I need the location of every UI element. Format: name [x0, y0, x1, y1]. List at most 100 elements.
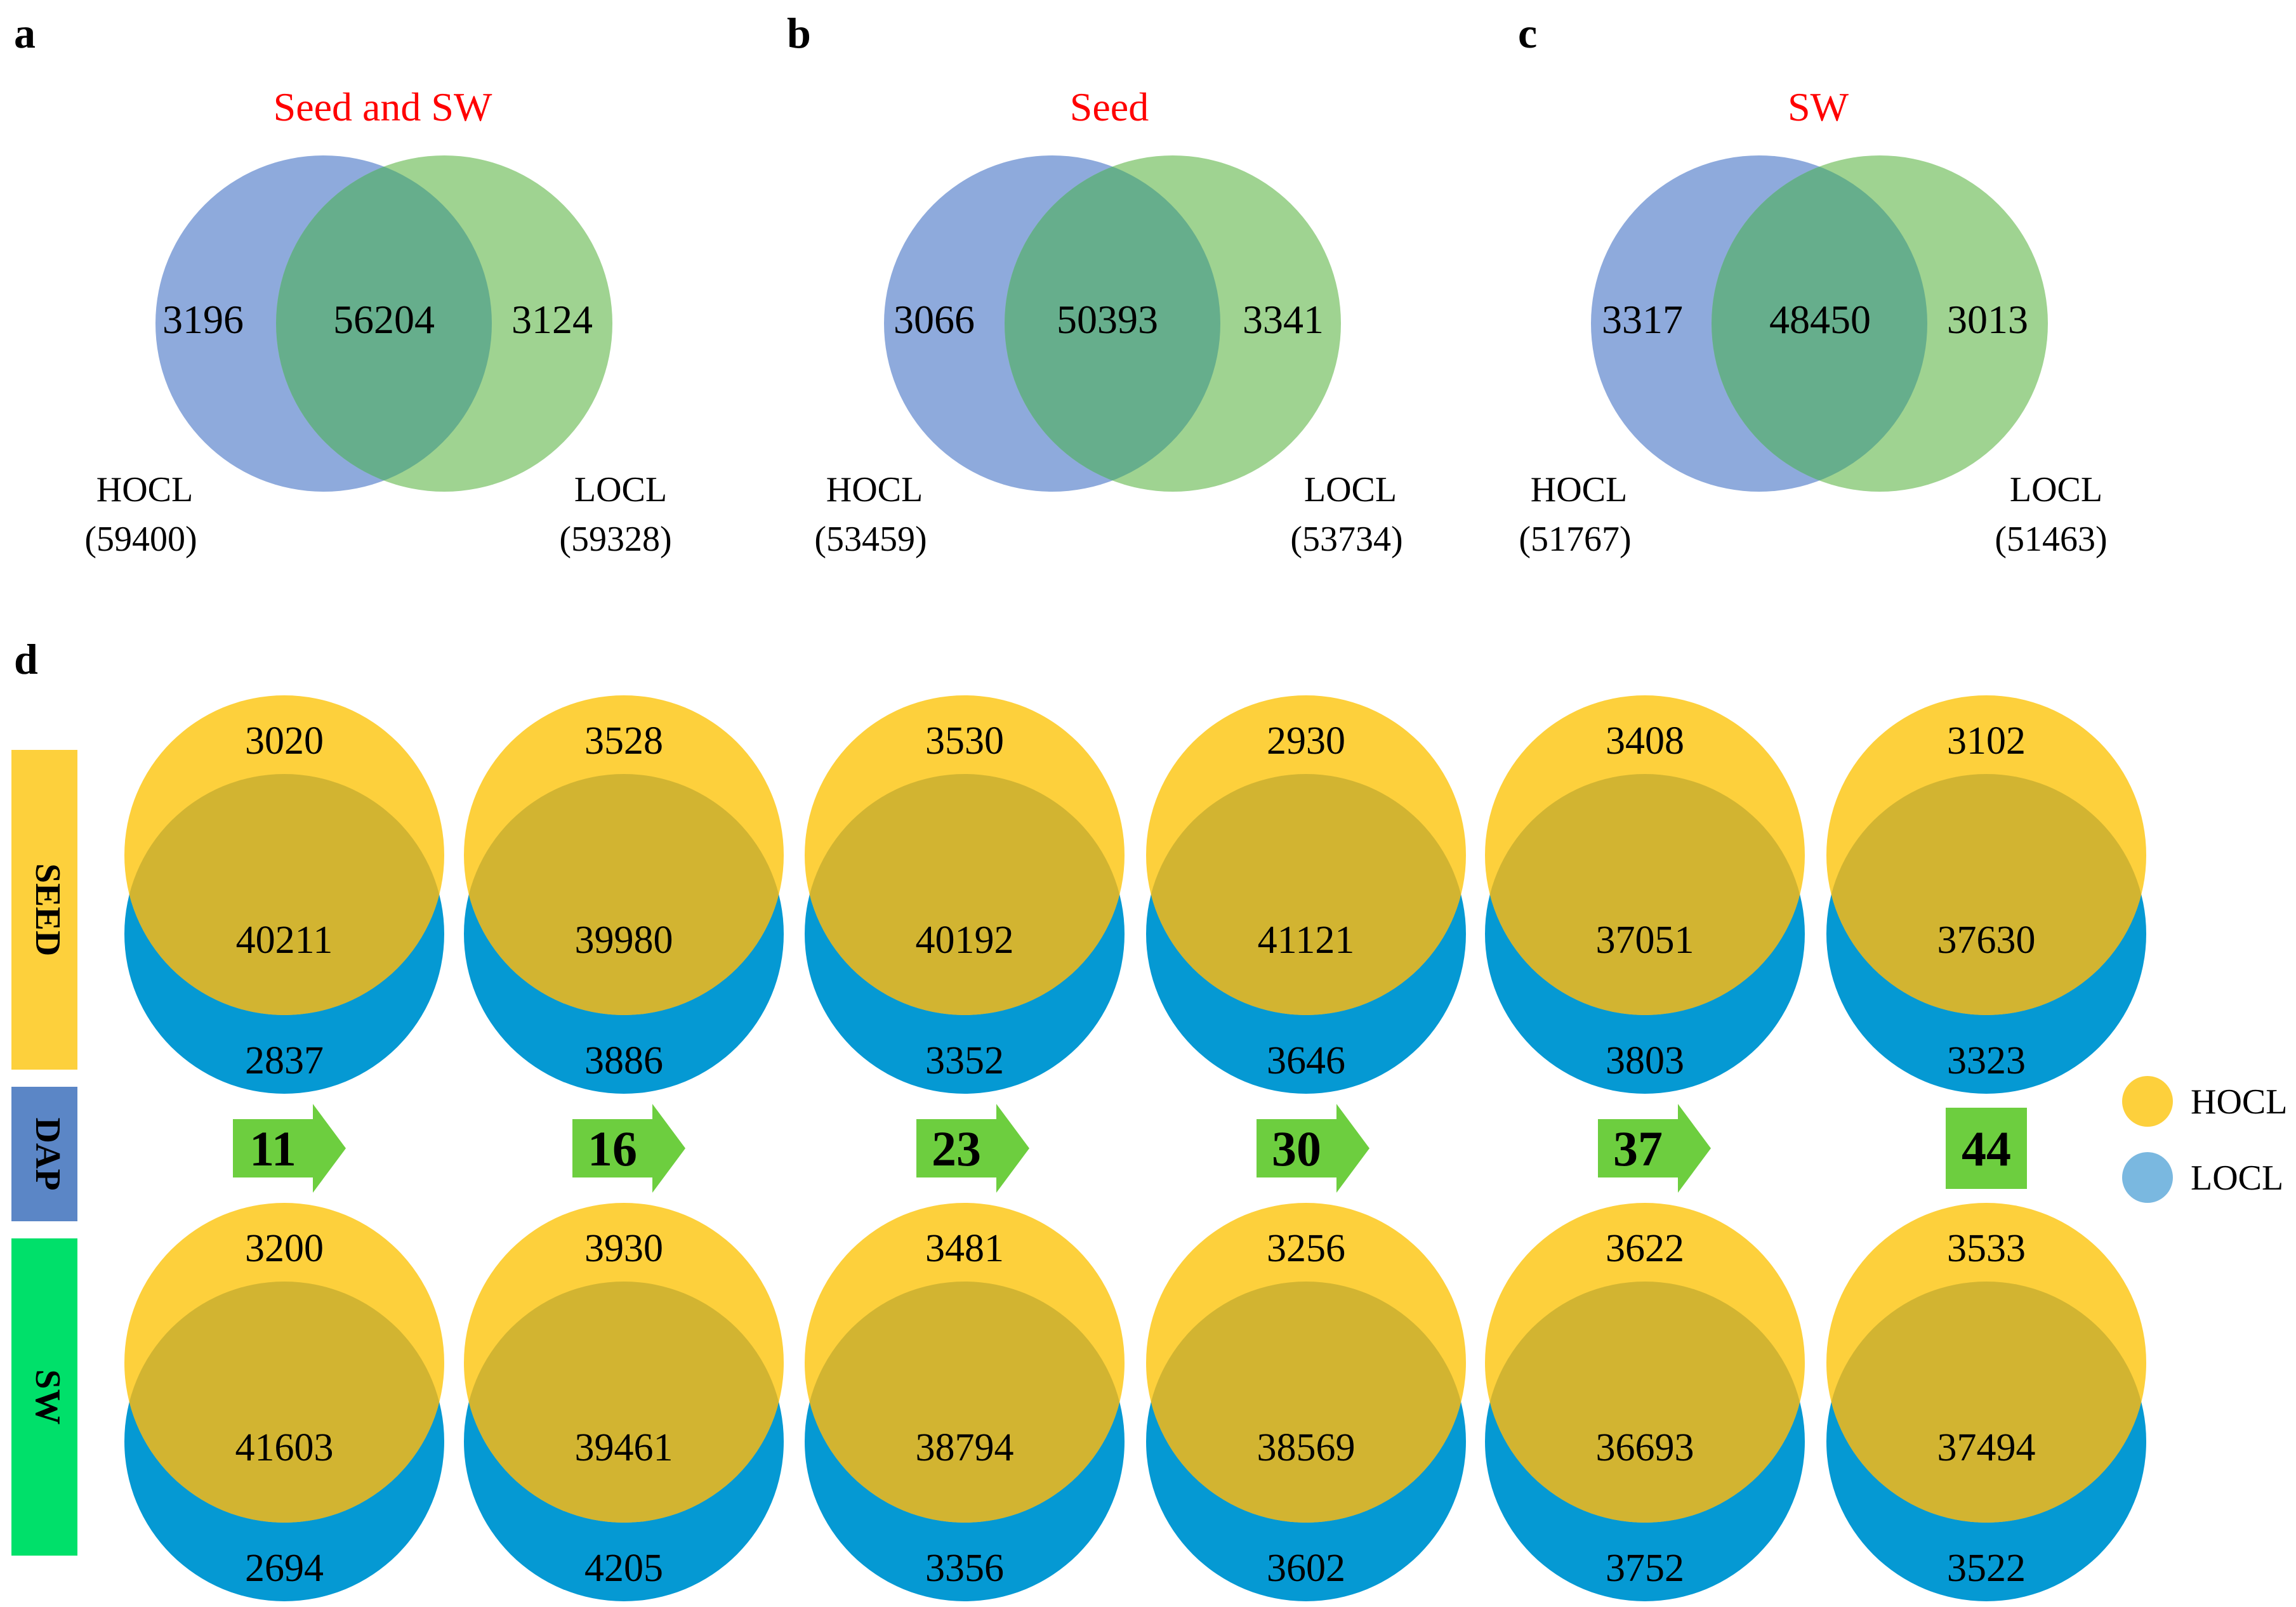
- hocl-only-count: 3020: [245, 719, 324, 763]
- hocl-only-count: 2930: [1267, 719, 1345, 763]
- overlap-count: 50393: [1057, 297, 1158, 342]
- hocl-label: HOCL: [826, 470, 923, 509]
- hocl-only-count: 3528: [584, 719, 663, 763]
- hocl-only-count: 3317: [1602, 297, 1683, 342]
- sw-venn-4: 3622 36693 3752: [1485, 1203, 1805, 1601]
- legend: HOCL LOCL: [2122, 1076, 2287, 1203]
- locl-only-count: 3886: [584, 1039, 663, 1082]
- panel-a: a Seed and SW 3196 56204 3124 HOCL (5940…: [14, 9, 672, 559]
- seed-venn-4: 3408 37051 3803: [1485, 695, 1805, 1094]
- dap-value: 16: [588, 1121, 637, 1176]
- panel-a-title: Seed and SW: [274, 84, 492, 129]
- dap-value: 11: [249, 1121, 296, 1176]
- locl-total: (51463): [1995, 520, 2107, 559]
- panel-d: d SEED DAP SW 3020 40211 2837 3528 39980 3886…: [11, 635, 2287, 1601]
- locl-only-count: 3013: [1947, 297, 2028, 342]
- sw-venn-5: 3533 37494 3522: [1826, 1203, 2146, 1601]
- hocl-only-count: 3930: [584, 1227, 663, 1270]
- dap-arrow-3: 30: [1257, 1104, 1369, 1193]
- seed-venn-row: 3020 40211 2837 3528 39980 3886 3530 40192 3352 2…: [124, 695, 2146, 1094]
- dap-value: 44: [1962, 1121, 2011, 1176]
- overlap-count: 37630: [1937, 919, 2036, 962]
- dap-row-bar: [11, 1087, 77, 1221]
- locl-total: (53734): [1290, 520, 1402, 559]
- legend-locl-label: LOCL: [2191, 1158, 2283, 1198]
- panel-letter-b: b: [787, 9, 811, 57]
- dap-arrow-0: 11: [233, 1104, 346, 1193]
- sw-venn-0: 3200 41603 2694: [124, 1203, 444, 1601]
- overlap-count: 48450: [1769, 297, 1871, 342]
- locl-only-count: 3341: [1243, 297, 1324, 342]
- overlap-count: 36693: [1596, 1426, 1694, 1469]
- hocl-only-count: 3196: [162, 297, 244, 342]
- hocl-only-count: 3533: [1947, 1227, 2026, 1270]
- overlap-count: 40192: [916, 919, 1014, 962]
- dap-value: 23: [932, 1121, 981, 1176]
- hocl-only-count: 3530: [925, 719, 1004, 763]
- seed-row-bar: [11, 750, 77, 1070]
- dap-arrow-5: 44: [1946, 1108, 2027, 1189]
- hocl-only-count: 3622: [1606, 1227, 1684, 1270]
- legend-hocl-swatch: [2122, 1076, 2173, 1127]
- legend-locl-swatch: [2122, 1152, 2173, 1203]
- seed-venn-5: 3102 37630 3323: [1826, 695, 2146, 1094]
- hocl-only-count: 3256: [1267, 1227, 1345, 1270]
- overlap-region: [1712, 155, 1927, 492]
- overlap-count: 37051: [1596, 919, 1694, 962]
- sw-row-label: SW: [28, 1369, 67, 1424]
- panel-c-title: SW: [1788, 84, 1849, 129]
- overlap-region: [276, 155, 492, 492]
- locl-only-count: 3522: [1947, 1547, 2026, 1590]
- sw-venn-1: 3930 39461 4205: [464, 1203, 784, 1601]
- hocl-label: HOCL: [96, 470, 193, 509]
- locl-only-count: 3602: [1267, 1547, 1345, 1590]
- dap-arrow-2: 23: [916, 1104, 1029, 1193]
- locl-only-count: 3124: [511, 297, 593, 342]
- locl-label: LOCL: [1304, 470, 1397, 509]
- locl-only-count: 2837: [245, 1039, 324, 1082]
- overlap-count: 37494: [1937, 1426, 2036, 1469]
- locl-label: LOCL: [574, 470, 667, 509]
- overlap-count: 56204: [333, 297, 435, 342]
- sw-venn-3: 3256 38569 3602: [1146, 1203, 1466, 1601]
- hocl-only-count: 3481: [925, 1227, 1004, 1270]
- arrow-shape: [916, 1104, 1029, 1193]
- overlap-count: 39461: [575, 1426, 673, 1469]
- overlap-count: 40211: [236, 919, 333, 962]
- legend-hocl-label: HOCL: [2191, 1082, 2287, 1122]
- arrow-shape: [233, 1104, 346, 1193]
- panel-letter-a: a: [14, 9, 36, 57]
- hocl-only-count: 3200: [245, 1227, 324, 1270]
- locl-only-count: 3352: [925, 1039, 1004, 1082]
- locl-only-count: 4205: [584, 1547, 663, 1590]
- hocl-only-count: 3408: [1606, 719, 1684, 763]
- panel-b: b Seed 3066 50393 3341 HOCL (53459) LOCL…: [787, 9, 1403, 559]
- arrow-shape: [572, 1104, 685, 1193]
- sw-venn-2: 3481 38794 3356: [805, 1203, 1125, 1601]
- hocl-only-count: 3102: [1947, 719, 2026, 763]
- seed-row-label: SEED: [28, 863, 67, 956]
- seed-venn-3: 2930 41121 3646: [1146, 695, 1466, 1094]
- arrow-box: [1946, 1108, 2027, 1189]
- overlap-region: [1005, 155, 1220, 492]
- hocl-only-count: 3066: [894, 297, 975, 342]
- seed-venn-2: 3530 40192 3352: [805, 695, 1125, 1094]
- overlap-count: 38794: [916, 1426, 1014, 1469]
- overlap-count: 41121: [1258, 919, 1355, 962]
- hocl-total: (51767): [1519, 520, 1631, 559]
- panel-letter-c: c: [1518, 9, 1537, 57]
- panel-b-title: Seed: [1070, 84, 1149, 129]
- dap-arrow-4: 37: [1598, 1104, 1711, 1193]
- dap-value: 30: [1272, 1121, 1321, 1176]
- locl-only-count: 2694: [245, 1547, 324, 1590]
- sw-row-bar: [11, 1238, 77, 1556]
- dap-arrow-row: 11 16 23 30 37 44: [233, 1104, 2027, 1193]
- locl-only-count: 3356: [925, 1547, 1004, 1590]
- arrow-shape: [1257, 1104, 1369, 1193]
- locl-only-count: 3752: [1606, 1547, 1684, 1590]
- locl-only-count: 3803: [1606, 1039, 1684, 1082]
- locl-label: LOCL: [2010, 470, 2102, 509]
- panel-c: c SW 3317 48450 3013 HOCL (51767) LOCL (…: [1518, 9, 2108, 559]
